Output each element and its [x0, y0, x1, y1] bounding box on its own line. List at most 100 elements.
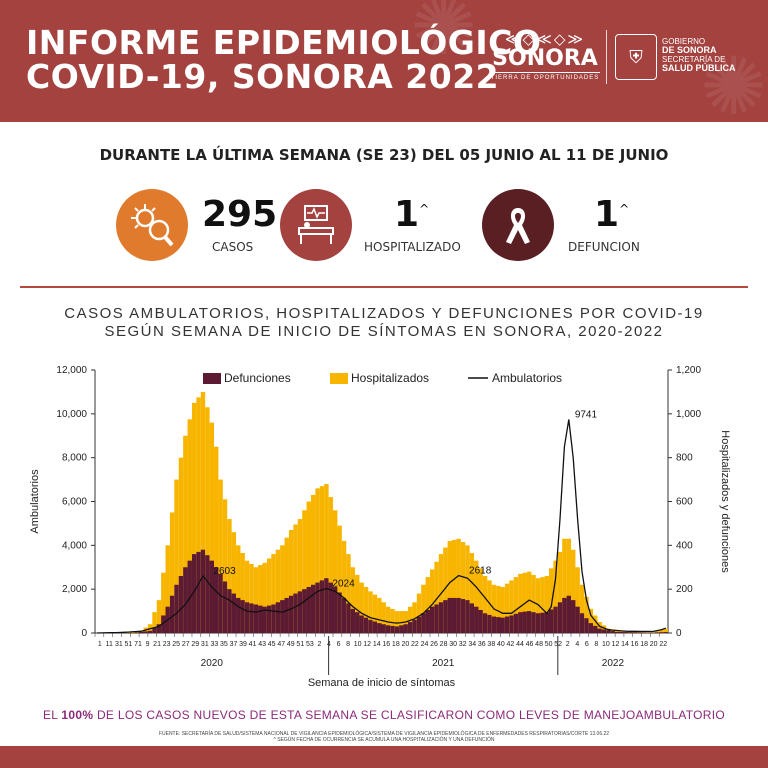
section-divider — [20, 286, 748, 288]
bar-hospitalizados — [474, 560, 479, 633]
x-tick-label: 51 — [125, 641, 133, 648]
x-tick-label: 44 — [516, 641, 524, 648]
bar-defunciones — [183, 567, 188, 633]
x-tick-label: 50 — [545, 641, 553, 648]
bar-hospitalizados — [359, 582, 364, 633]
bar-hospitalizados — [227, 519, 232, 633]
bar-hospitalizados — [456, 538, 461, 633]
footnote-prefix: EL — [42, 708, 62, 722]
report-title-line2: COVID-19, SONORA 2022 — [26, 57, 500, 96]
header-banner: ✺ ✺ INFORME EPIDEMIOLÓGICO COVID-19, SON… — [0, 0, 768, 122]
hospital-bed-icon — [280, 189, 352, 261]
x-tick-label: 33 — [210, 641, 218, 648]
bar-defunciones — [487, 614, 492, 633]
bar-hospitalizados — [306, 501, 311, 633]
hospitalized-label: HOSPITALIZADO — [364, 240, 461, 254]
x-tick-label: 30 — [449, 641, 457, 648]
x-tick-label: 6 — [585, 641, 589, 648]
bar-hospitalizados — [443, 547, 448, 633]
bar-defunciones — [522, 611, 527, 633]
peak-annotation: 2603 — [213, 566, 236, 577]
y2-tick-label: 400 — [676, 540, 693, 551]
y-tick-label: 6,000 — [62, 497, 87, 508]
bar-hospitalizados — [302, 510, 307, 633]
bar-hospitalizados — [654, 631, 660, 633]
bar-defunciones — [319, 580, 325, 633]
bar-defunciones — [654, 632, 660, 633]
x-tick-label: 31 — [201, 641, 209, 648]
bar-hospitalizados — [588, 608, 594, 633]
bar-defunciones — [434, 604, 439, 633]
bar-hospitalizados — [615, 630, 620, 633]
bar-defunciones — [196, 551, 201, 633]
bar-hospitalizados — [258, 565, 263, 633]
x-tick-label: 6 — [337, 641, 341, 648]
bar-defunciones — [134, 632, 140, 633]
bar-defunciones — [346, 603, 351, 633]
bar-defunciones — [253, 604, 259, 633]
x-tick-label: 2 — [317, 641, 321, 648]
logo-pattern: ≪◇≪◇≫ — [504, 30, 586, 48]
bar-defunciones — [333, 586, 338, 633]
bar-hospitalizados — [540, 577, 545, 633]
bar-defunciones — [443, 600, 448, 633]
bar-defunciones — [412, 619, 417, 633]
bar-hospitalizados — [355, 574, 360, 633]
x-tick-label: 36 — [478, 641, 486, 648]
source-line2: ^ SEGÚN FECHA DE OCURRENCIA SE ACUMULA U… — [273, 737, 495, 743]
ribbon-icon — [482, 189, 554, 261]
x-axis-title: Semana de inicio de síntomas — [308, 677, 456, 689]
bar-defunciones — [328, 582, 334, 633]
y2-tick-label: 800 — [676, 453, 693, 464]
report-title-line1: INFORME EPIDEMIOLÓGICO — [26, 23, 542, 62]
bar-defunciones — [288, 595, 294, 633]
bar-defunciones — [249, 603, 254, 633]
bar-defunciones — [606, 630, 611, 633]
peak-annotation: 2618 — [469, 566, 492, 577]
bar-defunciones — [460, 599, 466, 633]
virus-deco-icon: ✺ — [700, 40, 768, 122]
bar-hospitalizados — [319, 486, 325, 633]
x-tick-label: 53 — [306, 641, 314, 648]
bar-hospitalizados — [452, 539, 457, 633]
bar-defunciones — [535, 613, 541, 633]
chart-title-line1: CASOS AMBULATORIOS, HOSPITALIZADOS Y DEF… — [64, 305, 704, 322]
bar-defunciones — [302, 589, 307, 633]
bar-hospitalizados — [465, 545, 470, 633]
bar-defunciones — [363, 617, 369, 633]
x-tick-label: 16 — [631, 641, 639, 648]
bar-defunciones — [147, 630, 153, 633]
bar-defunciones — [359, 615, 364, 633]
bar-defunciones — [610, 631, 616, 633]
y2-tick-label: 200 — [676, 584, 693, 595]
bar-defunciones — [209, 560, 215, 633]
bar-defunciones — [637, 632, 642, 633]
peak-annotation: 2024 — [332, 579, 355, 590]
cases-value: 295 — [202, 194, 278, 235]
bar-defunciones — [271, 604, 276, 633]
legend-label-hospitalizados: Hospitalizados — [351, 371, 429, 385]
x-tick-label: 28 — [440, 641, 448, 648]
x-tick-label: 12 — [363, 641, 371, 648]
x-tick-label: 22 — [659, 641, 667, 648]
bar-hospitalizados — [187, 419, 192, 633]
bar-defunciones — [452, 597, 457, 633]
bar-hospitalizados — [553, 560, 558, 633]
x-tick-label: 71 — [134, 641, 142, 648]
bar-hospitalizados — [390, 608, 395, 633]
x-tick-label: 10 — [602, 641, 610, 648]
y-tick-label: 8,000 — [62, 453, 87, 464]
bar-hospitalizados — [425, 577, 430, 633]
gov-line4: SALUD PÚBLICA — [662, 63, 736, 73]
bar-defunciones — [593, 625, 598, 633]
bar-defunciones — [465, 600, 470, 633]
bar-hospitalizados — [460, 542, 466, 633]
bar-defunciones — [200, 549, 206, 633]
bar-hospitalizados — [571, 549, 576, 633]
bar-defunciones — [191, 554, 197, 633]
y-tick-label: 2,000 — [62, 584, 87, 595]
x-tick-label: 45 — [268, 641, 276, 648]
legend-label-defunciones: Defunciones — [224, 371, 291, 385]
x-tick-label: 8 — [594, 641, 598, 648]
bar-hospitalizados — [284, 537, 289, 633]
